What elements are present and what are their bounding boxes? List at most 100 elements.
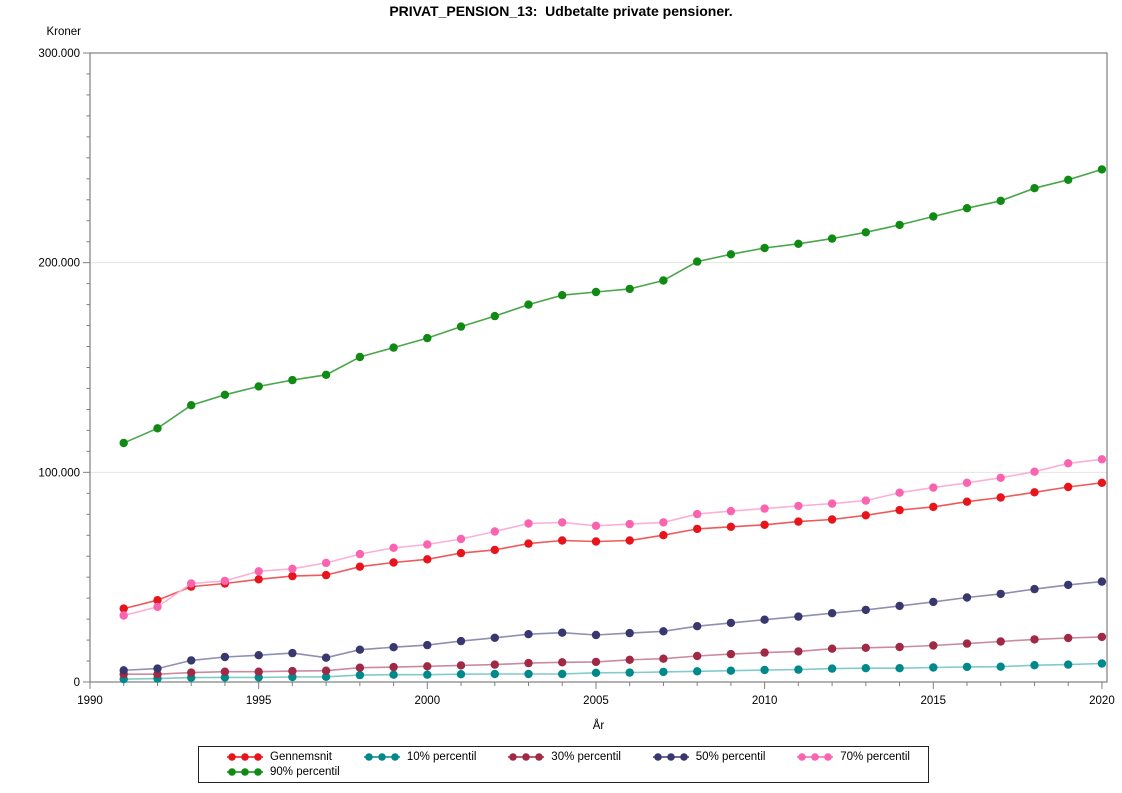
data-point-70-percentil-2016 xyxy=(962,478,972,487)
data-point-30-percentil-2019 xyxy=(1064,633,1073,643)
data-point-90-percentil-1994 xyxy=(220,390,230,399)
data-point-10-percentil-2008 xyxy=(693,667,702,676)
data-point-10-percentil-1997 xyxy=(321,672,331,681)
data-point-70-percentil-2007 xyxy=(659,518,668,527)
data-point-90-percentil-2009 xyxy=(726,250,736,259)
legend-item-10-percentil: 10% percentil xyxy=(363,751,477,763)
data-point-90-percentil-2010 xyxy=(760,243,769,253)
data-point-90-percentil-1993 xyxy=(187,401,196,410)
data-point-gennemsnit-2002 xyxy=(490,545,499,555)
data-point-90-percentil-2006 xyxy=(625,284,634,294)
data-point-50-percentil-1991 xyxy=(119,666,128,675)
data-point-10-percentil-2010 xyxy=(760,665,769,675)
data-point-50-percentil-2017 xyxy=(996,589,1005,599)
data-point-70-percentil-2006 xyxy=(625,519,634,529)
data-point-gennemsnit-1999 xyxy=(389,558,398,567)
data-point-90-percentil-2004 xyxy=(558,291,567,300)
data-point-gennemsnit-2004 xyxy=(558,536,567,545)
data-point-30-percentil-2006 xyxy=(625,655,634,664)
data-point-90-percentil-2018 xyxy=(1030,184,1039,193)
y-tick-label: 100.000 xyxy=(38,467,80,479)
data-point-gennemsnit-2012 xyxy=(827,515,837,524)
data-point-70-percentil-1999 xyxy=(389,543,398,552)
data-point-10-percentil-2003 xyxy=(524,669,533,679)
x-axis-label: År xyxy=(592,720,605,732)
data-point-30-percentil-2016 xyxy=(962,639,972,648)
data-point-10-percentil-1999 xyxy=(389,670,398,679)
legend-marker-gennemsnit xyxy=(227,752,263,761)
data-point-90-percentil-2007 xyxy=(659,276,668,285)
data-point-90-percentil-2019 xyxy=(1064,175,1073,184)
data-point-70-percentil-2002 xyxy=(490,527,499,536)
data-point-gennemsnit-1992 xyxy=(153,596,162,605)
data-point-70-percentil-1994 xyxy=(220,576,230,586)
data-point-30-percentil-1998 xyxy=(355,663,365,672)
data-point-gennemsnit-2007 xyxy=(659,531,668,540)
data-point-70-percentil-1996 xyxy=(288,564,297,573)
data-point-90-percentil-2017 xyxy=(996,196,1005,205)
data-point-gennemsnit-2011 xyxy=(794,517,803,526)
data-point-90-percentil-1995 xyxy=(254,382,263,391)
data-point-10-percentil-2001 xyxy=(456,670,466,679)
series-10-percentil xyxy=(119,659,1107,684)
data-point-50-percentil-2015 xyxy=(929,597,938,607)
series-line-30-percentil xyxy=(123,636,1102,676)
data-point-90-percentil-2015 xyxy=(929,212,938,221)
data-point-30-percentil-2009 xyxy=(726,649,736,659)
x-tick-label: 2015 xyxy=(920,695,946,707)
data-point-90-percentil-2001 xyxy=(456,322,466,331)
data-point-50-percentil-2010 xyxy=(760,615,769,624)
data-point-10-percentil-2006 xyxy=(625,668,634,677)
data-point-70-percentil-2003 xyxy=(524,519,533,528)
data-point-10-percentil-2015 xyxy=(929,663,938,672)
legend-label-90-percentil: 90% percentil xyxy=(270,766,340,779)
data-point-gennemsnit-1997 xyxy=(321,570,331,580)
x-tick-label: 2020 xyxy=(1089,695,1115,707)
legend-label-70-percentil: 70% percentil xyxy=(840,750,910,763)
data-point-10-percentil-2009 xyxy=(726,666,736,675)
data-point-70-percentil-2009 xyxy=(726,506,736,516)
data-point-gennemsnit-1995 xyxy=(254,575,263,584)
x-tick-label: 1990 xyxy=(77,695,103,707)
chart-title: PRIVAT_PENSION_13: Udbetalte private pen… xyxy=(389,3,733,19)
y-tick-label: 0 xyxy=(74,677,80,689)
data-point-10-percentil-1996 xyxy=(288,672,297,682)
data-point-30-percentil-2001 xyxy=(456,661,466,670)
x-tick-label: 1995 xyxy=(246,695,272,707)
data-point-90-percentil-2016 xyxy=(962,204,972,213)
data-point-70-percentil-2011 xyxy=(794,501,803,511)
data-point-gennemsnit-2003 xyxy=(524,539,533,548)
data-point-gennemsnit-1996 xyxy=(288,571,297,581)
data-point-50-percentil-2000 xyxy=(423,640,432,650)
data-point-10-percentil-2002 xyxy=(490,669,499,679)
data-point-30-percentil-2014 xyxy=(895,642,904,652)
data-point-50-percentil-2018 xyxy=(1030,584,1039,594)
data-point-30-percentil-1996 xyxy=(288,666,297,676)
data-point-70-percentil-1995 xyxy=(254,567,263,576)
data-point-70-percentil-1991 xyxy=(119,611,128,620)
data-point-30-percentil-2005 xyxy=(591,657,601,667)
data-point-70-percentil-2004 xyxy=(558,518,567,527)
data-point-30-percentil-2018 xyxy=(1030,635,1039,644)
data-point-10-percentil-2017 xyxy=(996,662,1005,671)
data-point-10-percentil-2020 xyxy=(1097,659,1107,668)
series-line-50-percentil xyxy=(123,580,1102,672)
data-point-30-percentil-2011 xyxy=(794,647,803,656)
y-tick-label: 300.000 xyxy=(38,48,80,60)
data-point-gennemsnit-2017 xyxy=(996,493,1005,502)
data-point-70-percentil-2013 xyxy=(861,496,870,505)
data-point-gennemsnit-2009 xyxy=(726,522,736,531)
legend-item-70-percentil: 70% percentil xyxy=(797,751,910,763)
legend-marker-10-percentil xyxy=(363,752,400,761)
legend-marker-70-percentil xyxy=(797,752,834,761)
data-point-70-percentil-2012 xyxy=(827,499,837,508)
data-point-gennemsnit-1991 xyxy=(119,604,128,613)
data-point-70-percentil-2014 xyxy=(895,488,904,497)
data-point-30-percentil-2002 xyxy=(490,660,499,669)
data-point-50-percentil-2012 xyxy=(827,609,837,618)
data-point-50-percentil-2004 xyxy=(558,628,567,637)
data-point-70-percentil-2017 xyxy=(996,473,1005,482)
data-point-gennemsnit-2005 xyxy=(591,537,601,546)
data-point-50-percentil-1995 xyxy=(254,651,263,660)
